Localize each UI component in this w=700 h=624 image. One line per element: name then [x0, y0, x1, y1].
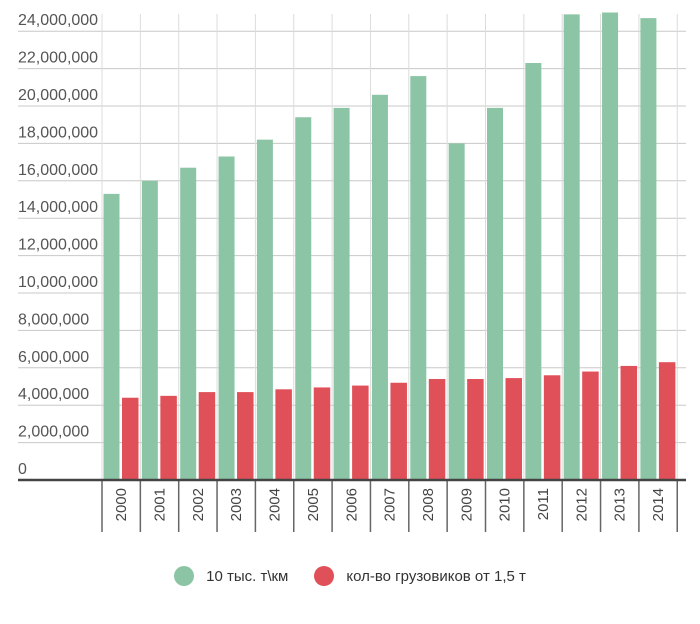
x-tick-label: 2003 — [228, 488, 245, 521]
bar-trucks-2002 — [198, 392, 216, 480]
bar-trucks-2007 — [390, 382, 407, 480]
bar-freight-2013 — [602, 12, 619, 480]
bar-freight-2012 — [563, 14, 580, 481]
bar-freight-2001 — [141, 180, 158, 481]
legend-label-trucks: кол-во грузовиков от 1,5 т — [346, 567, 526, 585]
legend-item-freight: 10 тыс. т\км — [174, 566, 288, 586]
x-tick-label: 2013 — [612, 488, 629, 521]
bar-freight-2004 — [256, 139, 273, 480]
y-tick-label: 10,000,000 — [18, 274, 98, 291]
bar-freight-2006 — [333, 107, 350, 481]
bar-freight-2009 — [448, 143, 465, 480]
x-tick-label: 2012 — [573, 488, 590, 521]
bar-freight-2010 — [487, 107, 503, 481]
bar-freight-2007 — [371, 94, 388, 480]
legend-swatch-trucks — [314, 566, 335, 586]
bar-freight-2011 — [525, 62, 542, 481]
legend: 10 тыс. т\км кол-во грузовиков от 1,5 т — [0, 566, 700, 586]
y-tick-label: 6,000,000 — [18, 349, 89, 366]
bar-trucks-2010 — [505, 378, 522, 480]
y-tick-label: 14,000,000 — [18, 199, 98, 216]
bar-trucks-2006 — [352, 385, 369, 480]
y-tick-label: 24,000,000 — [18, 12, 98, 29]
x-tick-label: 2005 — [305, 488, 322, 521]
x-tick-label: 2002 — [190, 488, 207, 521]
bar-freight-2003 — [218, 156, 235, 481]
bar-trucks-2011 — [543, 375, 561, 480]
bar-trucks-2014 — [658, 362, 676, 480]
legend-item-trucks: кол-во грузовиков от 1,5 т — [314, 566, 526, 586]
bar-trucks-2005 — [313, 387, 331, 480]
x-tick-label: 2000 — [113, 488, 130, 521]
bar-freight-2002 — [180, 167, 197, 480]
bar-freight-2000 — [103, 193, 120, 480]
bar-trucks-2008 — [428, 379, 446, 480]
y-tick-label: 12,000,000 — [18, 237, 98, 254]
bar-trucks-2013 — [620, 365, 638, 480]
x-tick-label: 2010 — [497, 488, 514, 521]
x-tick-label: 2004 — [267, 488, 284, 521]
y-tick-label: 2,000,000 — [18, 424, 89, 441]
x-tick-label: 2006 — [343, 488, 360, 521]
y-tick-label: 20,000,000 — [18, 87, 98, 104]
bar-chart: 0 2,000,000 4,000,000 6,000,000 8,000,000 10,… — [18, 12, 686, 532]
bar-trucks-2012 — [582, 371, 599, 480]
legend-label-freight: 10 тыс. т\км — [206, 567, 289, 585]
y-tick-label: 4,000,000 — [18, 386, 89, 403]
legend-swatch-freight — [174, 566, 195, 586]
bar-trucks-2000 — [122, 397, 139, 480]
bar-freight-2014 — [640, 18, 657, 481]
y-tick-label: 22,000,000 — [18, 50, 98, 67]
x-tick-label: 2007 — [382, 488, 399, 521]
bar-trucks-2003 — [237, 392, 254, 480]
bar-freight-2005 — [295, 117, 312, 480]
x-tick-label: 2001 — [152, 488, 169, 521]
bar-trucks-2001 — [160, 395, 177, 480]
bar-freight-2008 — [410, 76, 427, 480]
y-tick-label: 0 — [18, 461, 27, 478]
y-tick-label: 8,000,000 — [18, 311, 89, 328]
x-tick-label: 2009 — [458, 488, 475, 521]
y-tick-label: 18,000,000 — [18, 124, 98, 141]
x-tick-label: 2014 — [650, 488, 667, 521]
x-tick-label: 2011 — [535, 488, 552, 520]
bar-trucks-2004 — [275, 389, 292, 480]
bar-trucks-2009 — [467, 379, 484, 480]
x-tick-label: 2008 — [420, 488, 437, 521]
y-tick-label: 16,000,000 — [18, 162, 98, 179]
